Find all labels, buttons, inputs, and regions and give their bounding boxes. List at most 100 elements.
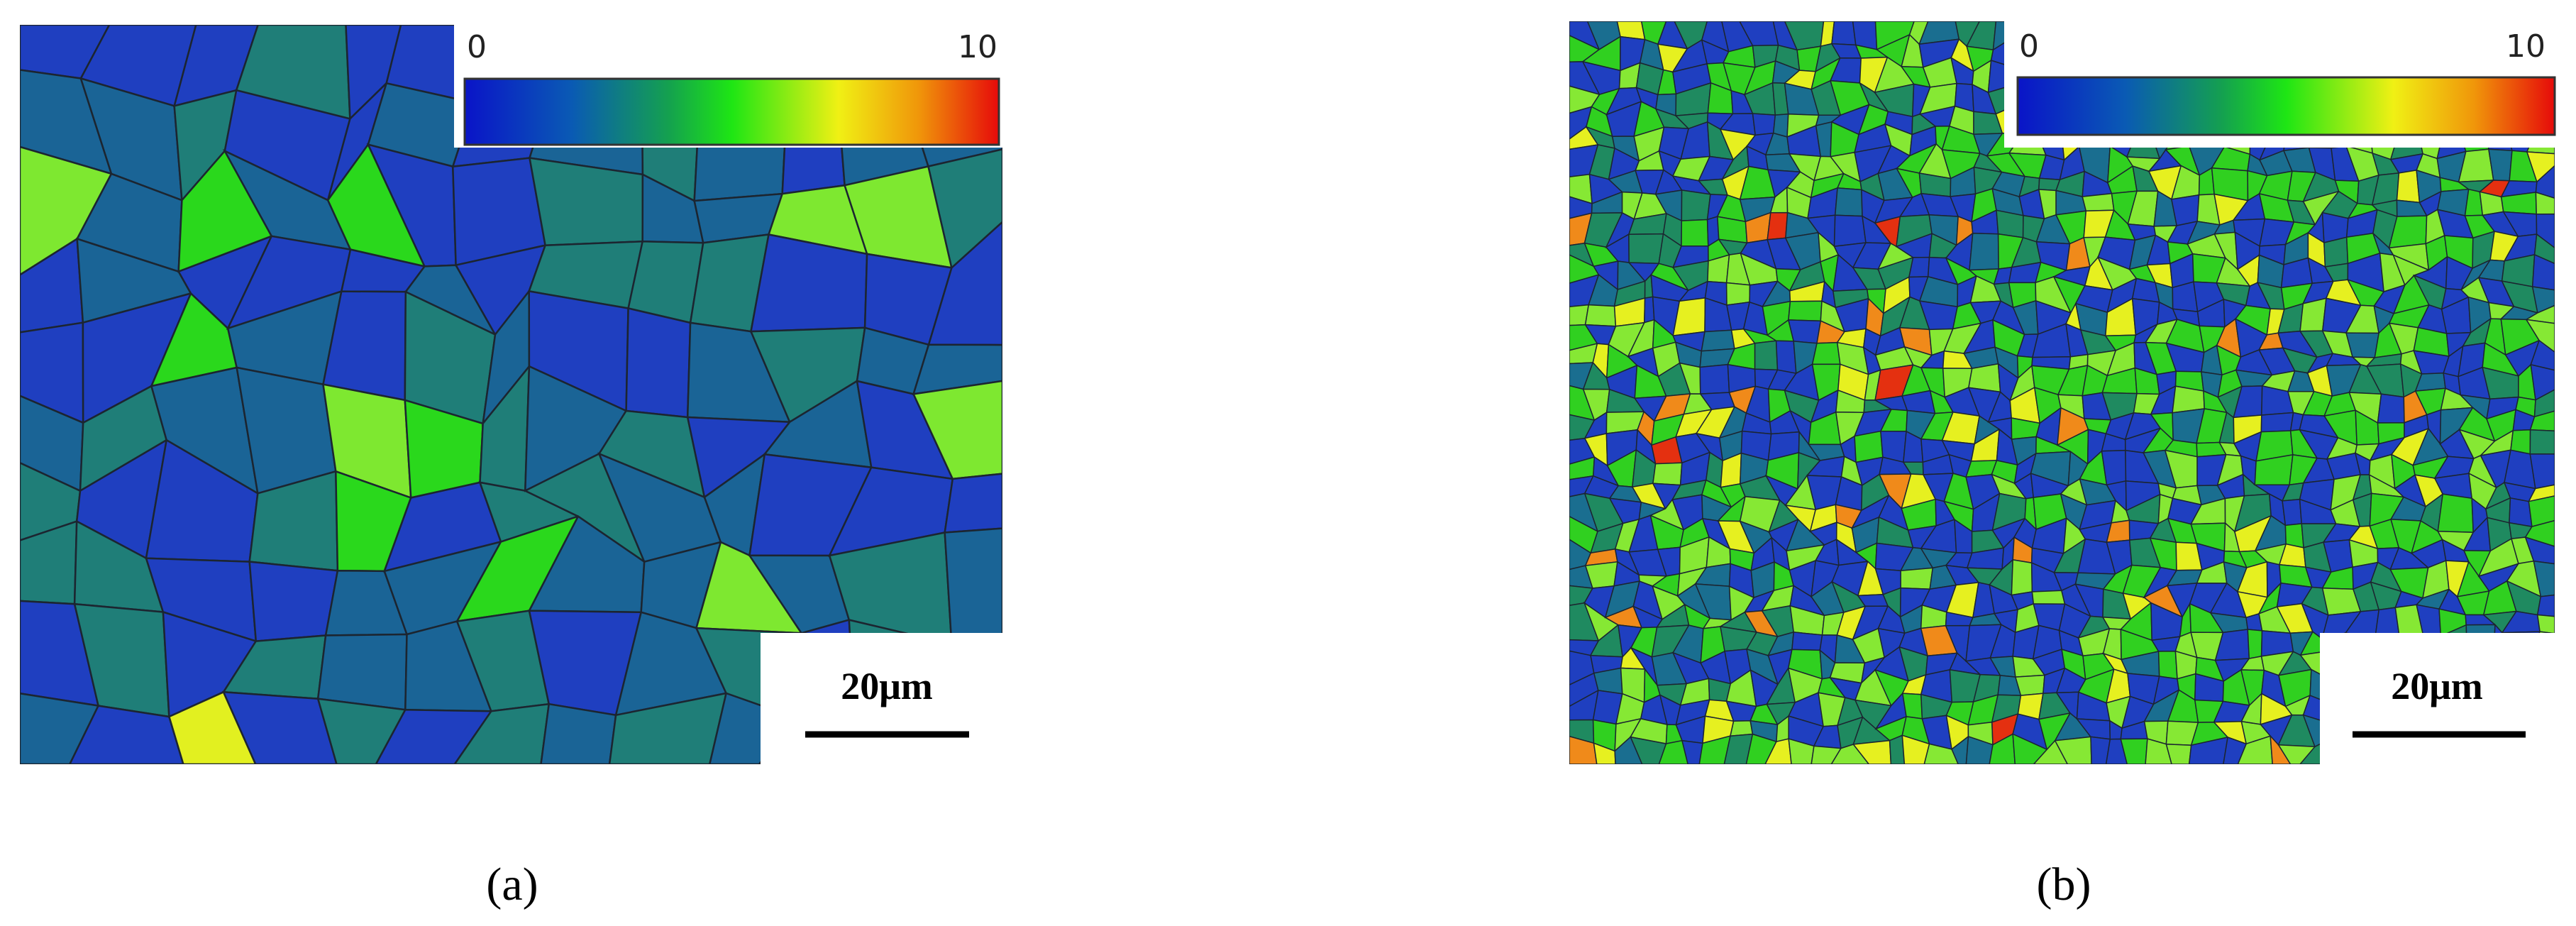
grain <box>1725 282 1751 306</box>
grain <box>1593 742 1616 764</box>
grain <box>1754 340 1779 371</box>
grain <box>1652 462 1683 486</box>
grain <box>2171 194 2200 226</box>
grain <box>912 380 1002 480</box>
grain <box>2011 559 2033 596</box>
grain <box>167 690 257 764</box>
grain <box>2528 495 2555 528</box>
grain <box>1730 720 1754 737</box>
colorbar-max: 10 <box>2506 28 2545 65</box>
grain <box>1723 733 1754 764</box>
grain <box>2282 498 2303 527</box>
grain <box>1788 300 1823 321</box>
grain <box>453 702 551 764</box>
grain <box>2188 737 2229 764</box>
grain <box>1889 734 1906 764</box>
grain <box>2323 236 2349 268</box>
grain <box>2012 733 2048 764</box>
grain <box>2531 253 2555 291</box>
scale-box <box>761 633 1005 768</box>
grain <box>1752 113 1776 136</box>
grain <box>2533 233 2555 265</box>
grain <box>2090 736 2111 764</box>
grain <box>2531 286 2555 314</box>
grain <box>316 698 407 764</box>
grain <box>1584 304 1617 327</box>
grain <box>1701 329 1735 352</box>
grain <box>1791 632 1823 651</box>
grain <box>2377 393 2405 424</box>
grain <box>1764 738 1792 764</box>
grain <box>1787 319 1822 344</box>
grain <box>2014 674 2045 696</box>
grain <box>2536 594 2555 617</box>
grain <box>2536 614 2555 634</box>
grain <box>912 343 1002 395</box>
grain <box>2529 453 2555 490</box>
grain <box>2172 385 2205 414</box>
grain <box>2530 339 2555 371</box>
grain <box>1699 363 1730 395</box>
grain <box>2529 429 2555 455</box>
grain <box>625 307 692 419</box>
grain <box>2535 191 2555 215</box>
grain <box>1767 211 1789 241</box>
colorbar <box>463 77 1000 146</box>
grain <box>2525 319 2555 353</box>
grain <box>1811 341 1841 365</box>
grain <box>1681 219 1709 247</box>
grain <box>1630 736 1667 764</box>
grain <box>1775 340 1797 375</box>
grain <box>1908 256 1930 278</box>
grain <box>248 561 339 642</box>
grain <box>1681 739 1703 764</box>
grain <box>2260 412 2294 433</box>
colorbar-min: 0 <box>467 29 487 65</box>
grain <box>2082 192 2115 212</box>
grain <box>2526 151 2555 183</box>
grain <box>1658 739 1688 764</box>
scale-bar-label: 20μm <box>2391 665 2483 707</box>
grain <box>2270 734 2292 764</box>
panel-label: (b) <box>2037 859 2091 910</box>
grain <box>944 473 1002 534</box>
grain <box>1834 187 1863 217</box>
grain <box>2536 213 2555 249</box>
scale-bar-label: 20μm <box>841 665 933 707</box>
grain <box>1852 739 1892 764</box>
grain <box>2535 165 2555 199</box>
grain <box>1901 693 1923 720</box>
grain <box>1833 214 1867 248</box>
grain <box>1989 733 2016 764</box>
grain <box>2396 170 2421 204</box>
grain <box>1923 743 1959 764</box>
grain <box>927 221 1002 346</box>
grain <box>2165 743 2192 764</box>
grain <box>1965 735 1994 764</box>
grain <box>2237 735 2273 764</box>
grain <box>1900 567 1934 590</box>
grain <box>2277 744 2316 764</box>
grain <box>2533 389 2555 418</box>
grain <box>2299 297 2327 332</box>
grain <box>2529 410 2555 431</box>
grain <box>2247 629 2263 659</box>
grain <box>2033 739 2069 764</box>
grain <box>2031 590 2066 605</box>
grain <box>540 702 617 764</box>
grain <box>20 692 100 764</box>
grain <box>375 709 493 764</box>
grain <box>2437 493 2474 533</box>
grain <box>2054 736 2092 764</box>
grain <box>2524 536 2555 565</box>
grain <box>1831 21 1857 46</box>
scale-box <box>2320 633 2565 768</box>
colorbar-max: 10 <box>958 29 997 65</box>
grain <box>1698 735 1731 764</box>
grain <box>1901 734 1930 764</box>
grain <box>1788 738 1815 764</box>
grain <box>1951 735 1969 764</box>
grain <box>1569 735 1598 764</box>
grain <box>1681 189 1711 221</box>
